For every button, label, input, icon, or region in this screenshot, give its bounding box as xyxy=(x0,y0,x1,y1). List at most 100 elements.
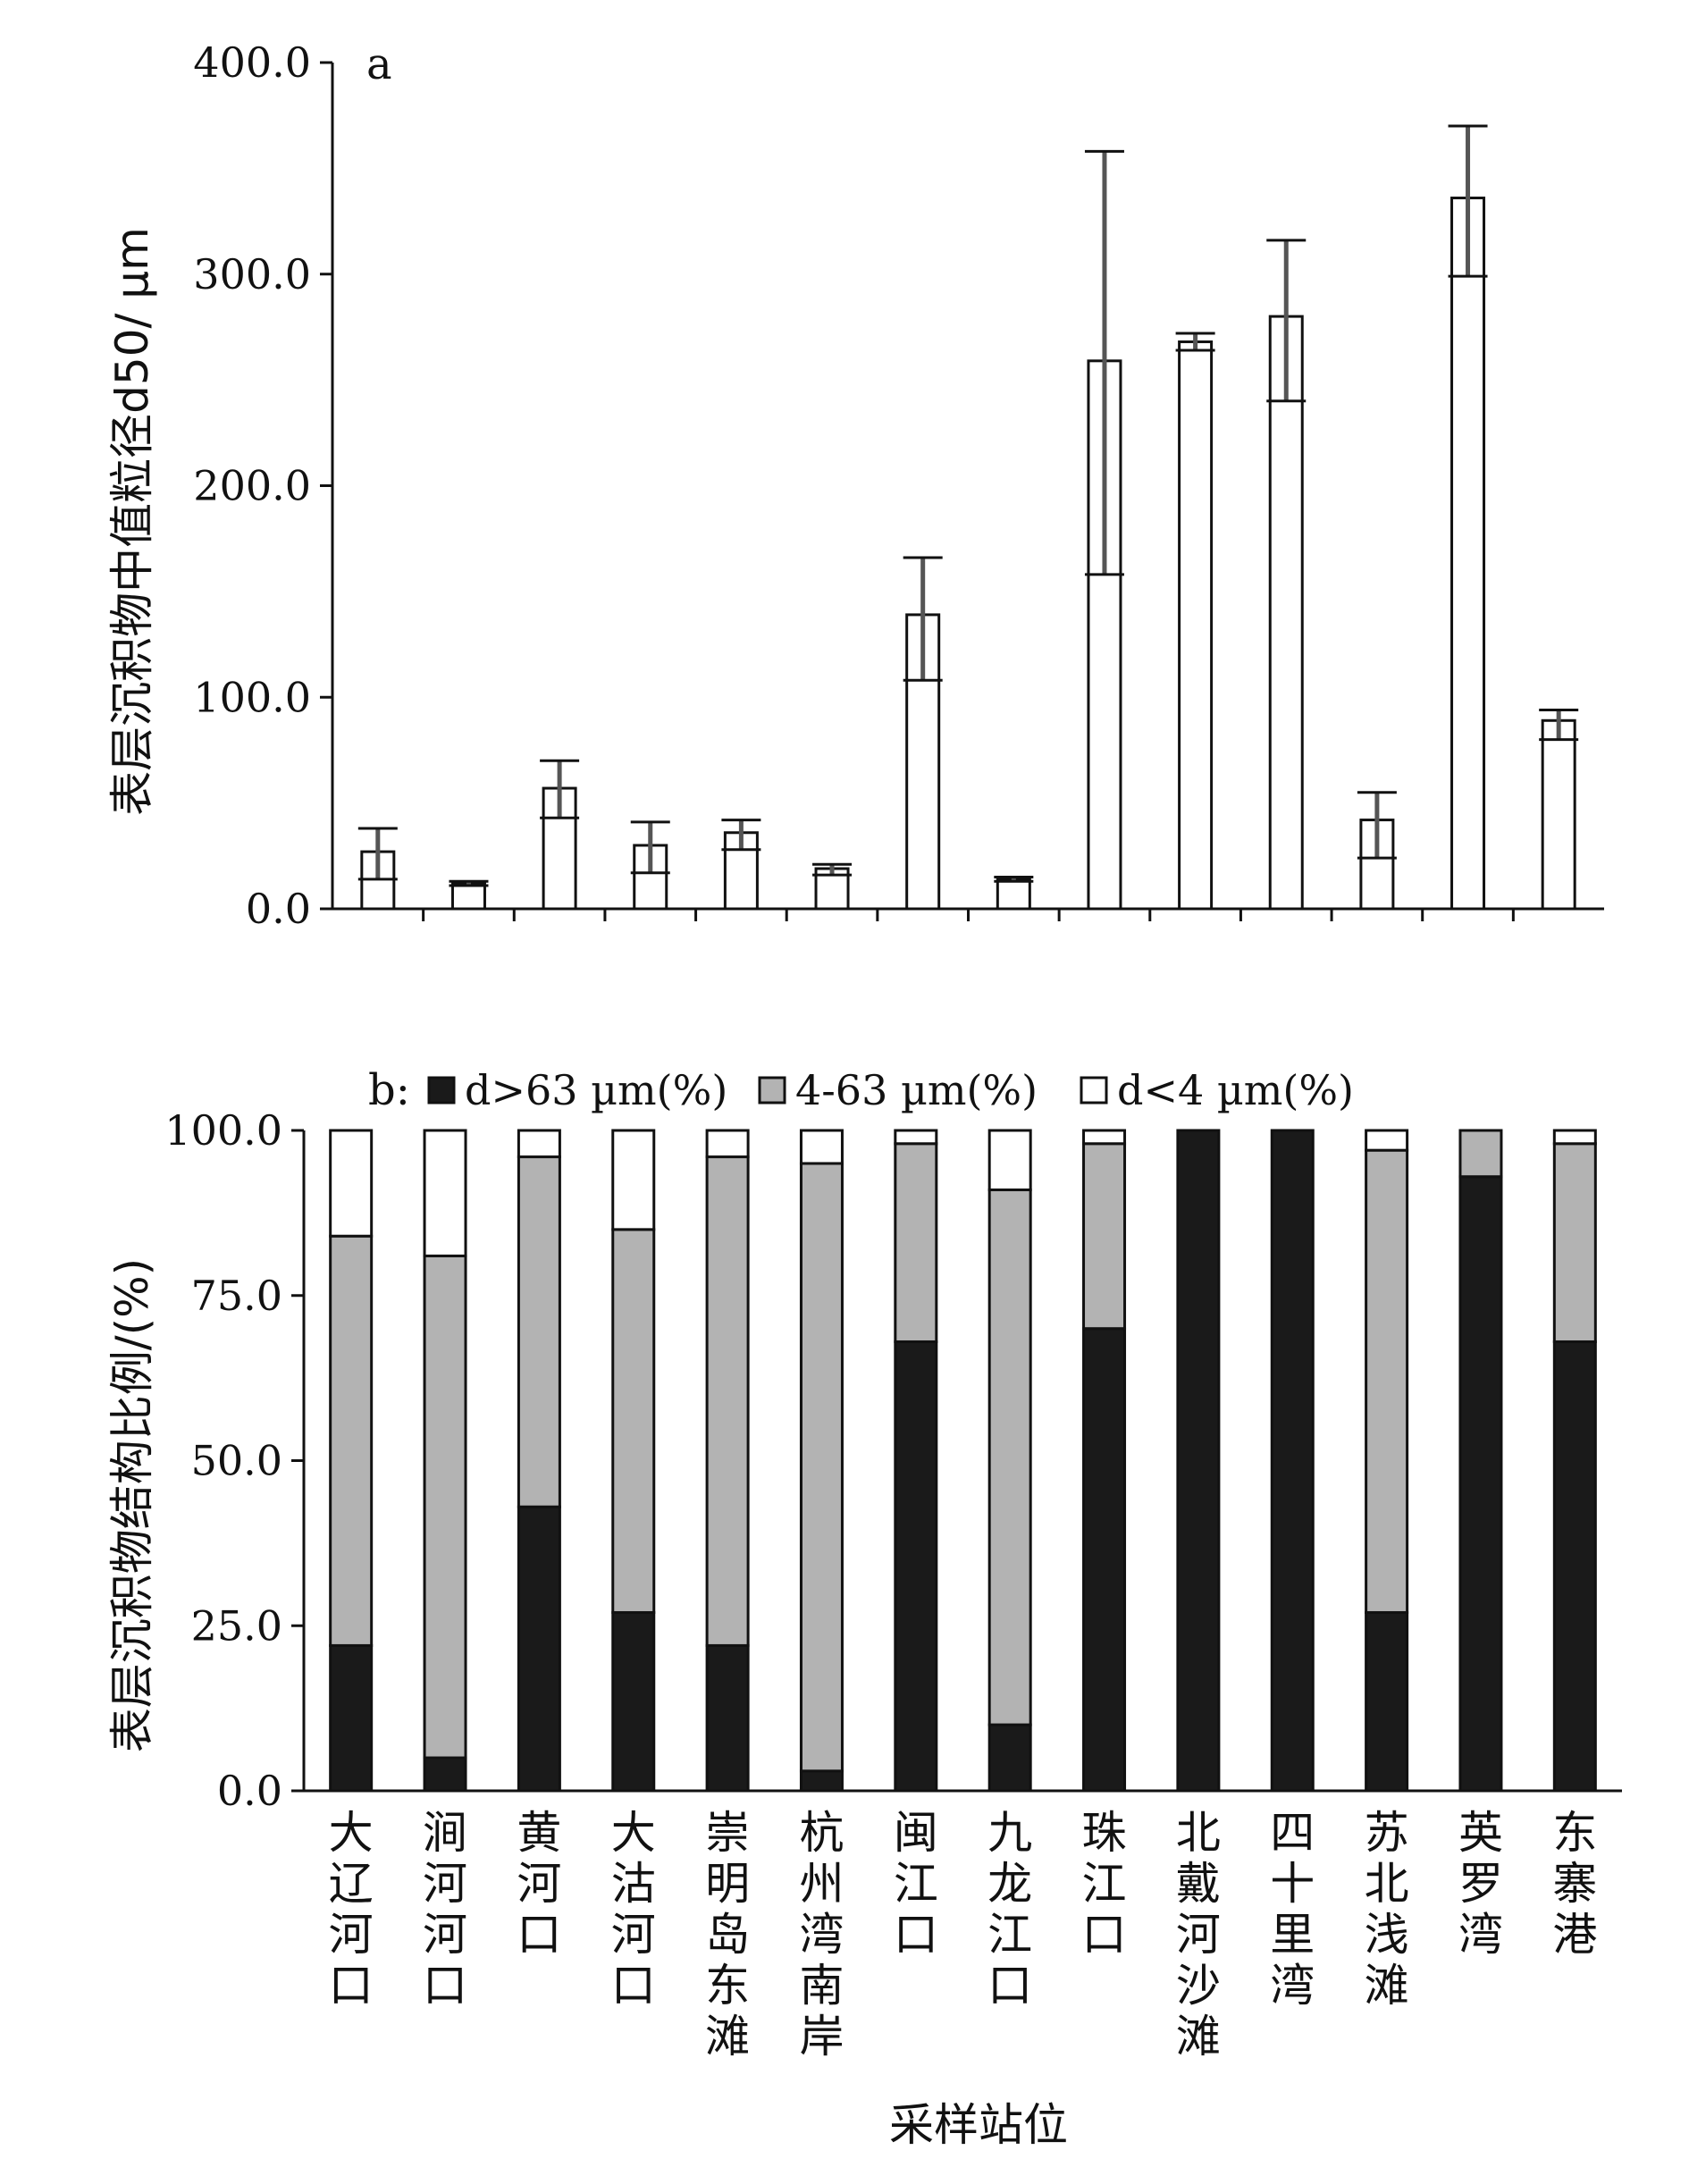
y-tick-label-a: 100.0 xyxy=(193,673,311,721)
panel-label-a: a xyxy=(366,39,392,89)
legend-swatch xyxy=(1080,1076,1108,1105)
stacked-segment-大沽河口 xyxy=(611,1129,656,1231)
x-tick-label-东寨港: 东 xyxy=(1552,1807,1597,1859)
x-tick-label-杭州湾南岸: 南 xyxy=(799,1960,844,2012)
x-tick-label-四十里湾: 湾 xyxy=(1270,1960,1315,2012)
x-tick-label-北戴河沙滩: 沙 xyxy=(1176,1960,1221,2012)
stacked-segment-大辽河口 xyxy=(329,1129,374,1238)
x-tick-label-英罗湾: 罗 xyxy=(1458,1858,1503,1910)
y-tick-label-a: 200.0 xyxy=(193,462,311,510)
stacked-segment-大辽河口 xyxy=(329,1643,374,1793)
panel-label-b: b: xyxy=(368,1065,410,1115)
bar-北戴河沙滩 xyxy=(1178,340,1214,911)
x-tick-label-大沽河口: 口 xyxy=(611,1960,656,2012)
stacked-segment-苏北浅滩 xyxy=(1365,1610,1409,1793)
legend-label: 4-63 µm(%) xyxy=(795,1066,1038,1114)
legend-label: d>63 µm(%) xyxy=(465,1066,727,1114)
x-tick-label-涧河河口: 河 xyxy=(423,1858,467,1910)
x-tick-label-苏北浅滩: 苏 xyxy=(1365,1807,1409,1859)
x-tick-label-北戴河沙滩: 戴 xyxy=(1176,1858,1221,1910)
legend-swatch xyxy=(427,1076,456,1105)
x-tick-label-九龙江口: 龙 xyxy=(987,1858,1032,1910)
x-tick-label-崇明岛东滩: 滩 xyxy=(705,2011,750,2062)
x-tick-label-涧河河口: 口 xyxy=(423,1960,467,2012)
chart-panel-b: b: 表层沉积物结构比例/(%) 采样站位 0.0 25.0 50.0 75.0 100… xyxy=(106,1065,1622,2151)
x-axis-title-b: 采样站位 xyxy=(889,2099,1068,2151)
stacked-segment-珠江口 xyxy=(1082,1142,1127,1331)
x-tick-label-英罗湾: 英 xyxy=(1458,1807,1503,1859)
stacked-segment-大辽河口 xyxy=(329,1234,374,1647)
x-tick-label-苏北浅滩: 北 xyxy=(1365,1858,1409,1910)
stacked-segment-大沽河口 xyxy=(611,1610,656,1793)
chart-panel-a: a 表层沉积物中值粒径d50/ µm 0.0 100.0 200.0 300.0 400… xyxy=(106,38,1604,933)
y-tick-label-b: 75.0 xyxy=(191,1272,282,1320)
stacked-segment-四十里湾 xyxy=(1270,1129,1315,1793)
x-tick-label-北戴河沙滩: 河 xyxy=(1176,1909,1221,1961)
stacked-segment-闽江口 xyxy=(894,1142,938,1343)
x-tick-label-四十里湾: 四 xyxy=(1270,1807,1315,1859)
x-tick-label-珠江口: 江 xyxy=(1082,1858,1127,1910)
bar-英罗湾 xyxy=(1450,197,1486,911)
x-tick-label-杭州湾南岸: 杭 xyxy=(799,1807,844,1859)
stacked-segment-九龙江口 xyxy=(987,1189,1032,1726)
stacked-segment-珠江口 xyxy=(1082,1129,1127,1146)
stacked-segment-黄河口 xyxy=(517,1505,561,1793)
stacked-segment-苏北浅滩 xyxy=(1365,1129,1409,1152)
stacked-segment-珠江口 xyxy=(1082,1327,1127,1793)
x-tick-label-杭州湾南岸: 湾 xyxy=(799,1909,844,1961)
y-tick-label-b: 100.0 xyxy=(164,1106,282,1155)
bar-东寨港 xyxy=(1541,718,1576,911)
stacked-segment-闽江口 xyxy=(894,1129,938,1146)
x-tick-label-四十里湾: 里 xyxy=(1270,1909,1315,1961)
bar-四十里湾 xyxy=(1268,315,1304,911)
stacked-segment-涧河河口 xyxy=(423,1129,467,1257)
stacked-segment-苏北浅滩 xyxy=(1365,1148,1409,1614)
x-tick-label-大沽河口: 大 xyxy=(611,1807,656,1859)
x-tick-label-东寨港: 港 xyxy=(1552,1909,1597,1961)
stacked-segment-英罗湾 xyxy=(1458,1129,1503,1179)
legend-label: d<4 µm(%) xyxy=(1117,1066,1354,1114)
y-axis-title-a: 表层沉积物中值粒径d50/ µm xyxy=(106,227,158,816)
x-tick-label-北戴河沙滩: 滩 xyxy=(1176,2011,1221,2062)
stacked-segment-东寨港 xyxy=(1552,1340,1597,1793)
stacked-segment-涧河河口 xyxy=(423,1756,467,1793)
legend-swatch xyxy=(758,1076,786,1105)
bar-九龙江口 xyxy=(996,878,1031,911)
x-tick-label-东寨港: 寨 xyxy=(1552,1858,1597,1910)
stacked-segment-英罗湾 xyxy=(1458,1175,1503,1793)
stacked-segment-崇明岛东滩 xyxy=(705,1155,750,1647)
x-tick-label-杭州湾南岸: 岸 xyxy=(799,2011,844,2062)
x-tick-label-九龙江口: 江 xyxy=(987,1909,1032,1961)
stacked-segment-黄河口 xyxy=(517,1129,561,1159)
x-tick-label-杭州湾南岸: 州 xyxy=(799,1858,844,1910)
x-tick-label-黄河口: 口 xyxy=(517,1909,561,1961)
x-tick-label-涧河河口: 涧 xyxy=(423,1807,467,1859)
stacked-segment-闽江口 xyxy=(894,1340,938,1793)
x-tick-label-苏北浅滩: 浅 xyxy=(1365,1909,1409,1961)
x-tick-label-珠江口: 口 xyxy=(1082,1909,1127,1961)
x-tick-label-大辽河口: 河 xyxy=(329,1909,374,1961)
x-tick-label-大辽河口: 口 xyxy=(329,1960,374,2012)
y-tick-label-a: 400.0 xyxy=(193,38,311,87)
y-tick-label-b: 50.0 xyxy=(191,1437,282,1485)
x-tick-label-珠江口: 珠 xyxy=(1082,1807,1127,1859)
y-tick-label-a: 300.0 xyxy=(193,250,311,298)
x-tick-label-四十里湾: 十 xyxy=(1270,1858,1315,1910)
x-tick-label-涧河河口: 河 xyxy=(423,1909,467,1961)
y-tick-label-b: 0.0 xyxy=(217,1767,282,1815)
x-tick-label-黄河口: 黄 xyxy=(517,1807,561,1859)
x-tick-label-崇明岛东滩: 崇 xyxy=(705,1807,750,1859)
stacked-segment-东寨港 xyxy=(1552,1129,1597,1146)
stacked-segment-东寨港 xyxy=(1552,1142,1597,1343)
stacked-segment-九龙江口 xyxy=(987,1129,1032,1192)
x-tick-label-大沽河口: 河 xyxy=(611,1909,656,1961)
stacked-segment-崇明岛东滩 xyxy=(705,1643,750,1793)
stacked-segment-北戴河沙滩 xyxy=(1176,1129,1221,1793)
x-tick-label-闽江口: 闽 xyxy=(894,1807,938,1859)
x-tick-label-北戴河沙滩: 北 xyxy=(1176,1807,1221,1859)
x-tick-label-九龙江口: 口 xyxy=(987,1960,1032,2012)
y-tick-label-b: 25.0 xyxy=(191,1601,282,1650)
x-tick-label-闽江口: 江 xyxy=(894,1858,938,1910)
y-tick-label-a: 0.0 xyxy=(246,885,311,933)
stacked-segment-崇明岛东滩 xyxy=(705,1129,750,1159)
